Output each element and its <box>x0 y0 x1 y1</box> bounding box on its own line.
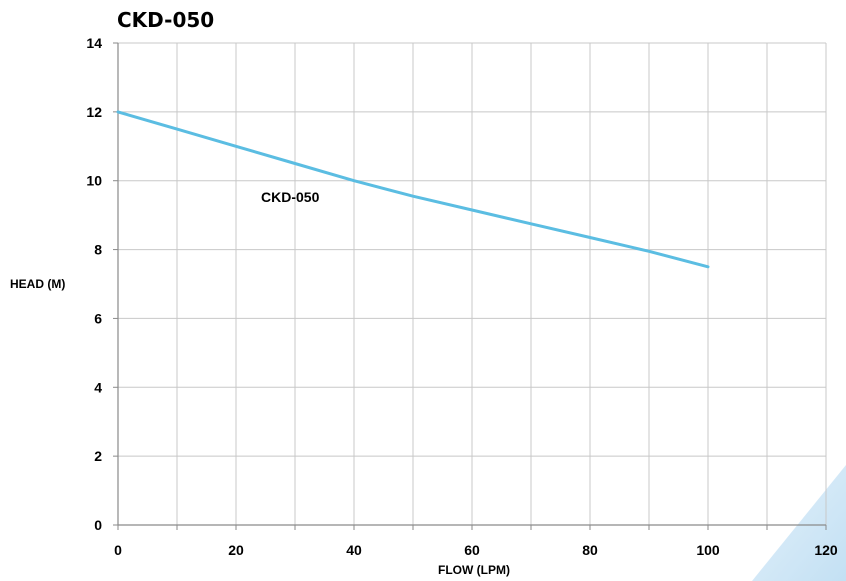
y-tick-label: 0 <box>94 517 102 533</box>
y-tick-label: 4 <box>94 379 102 395</box>
x-axis-label: FLOW (LPM) <box>438 563 510 577</box>
axes <box>113 42 827 530</box>
grid <box>118 42 827 525</box>
y-axis-label: HEAD (M) <box>10 277 65 291</box>
x-tick-label: 100 <box>696 542 720 558</box>
series-label: CKD-050 <box>261 189 320 205</box>
y-tick-label: 14 <box>86 35 102 51</box>
x-tick-label: 0 <box>114 542 122 558</box>
y-tick-label: 12 <box>86 104 102 120</box>
chart-title: CKD-050 <box>117 8 214 32</box>
series-line <box>116 110 710 269</box>
y-tick-label: 2 <box>94 448 102 464</box>
x-tick-labels: 0 20 40 60 80 100 120 <box>114 542 838 558</box>
series <box>116 110 710 269</box>
y-tick-label: 8 <box>94 242 102 258</box>
x-tick-label: 120 <box>814 542 838 558</box>
x-tick-label: 80 <box>582 542 598 558</box>
y-tick-labels: 0 2 4 6 8 10 12 14 <box>86 35 102 533</box>
x-tick-label: 20 <box>228 542 244 558</box>
decorative-corner-shape <box>752 465 846 581</box>
y-tick-label: 10 <box>86 173 102 189</box>
x-tick-label: 60 <box>464 542 480 558</box>
y-tick-label: 6 <box>94 310 102 326</box>
x-tick-label: 40 <box>346 542 362 558</box>
